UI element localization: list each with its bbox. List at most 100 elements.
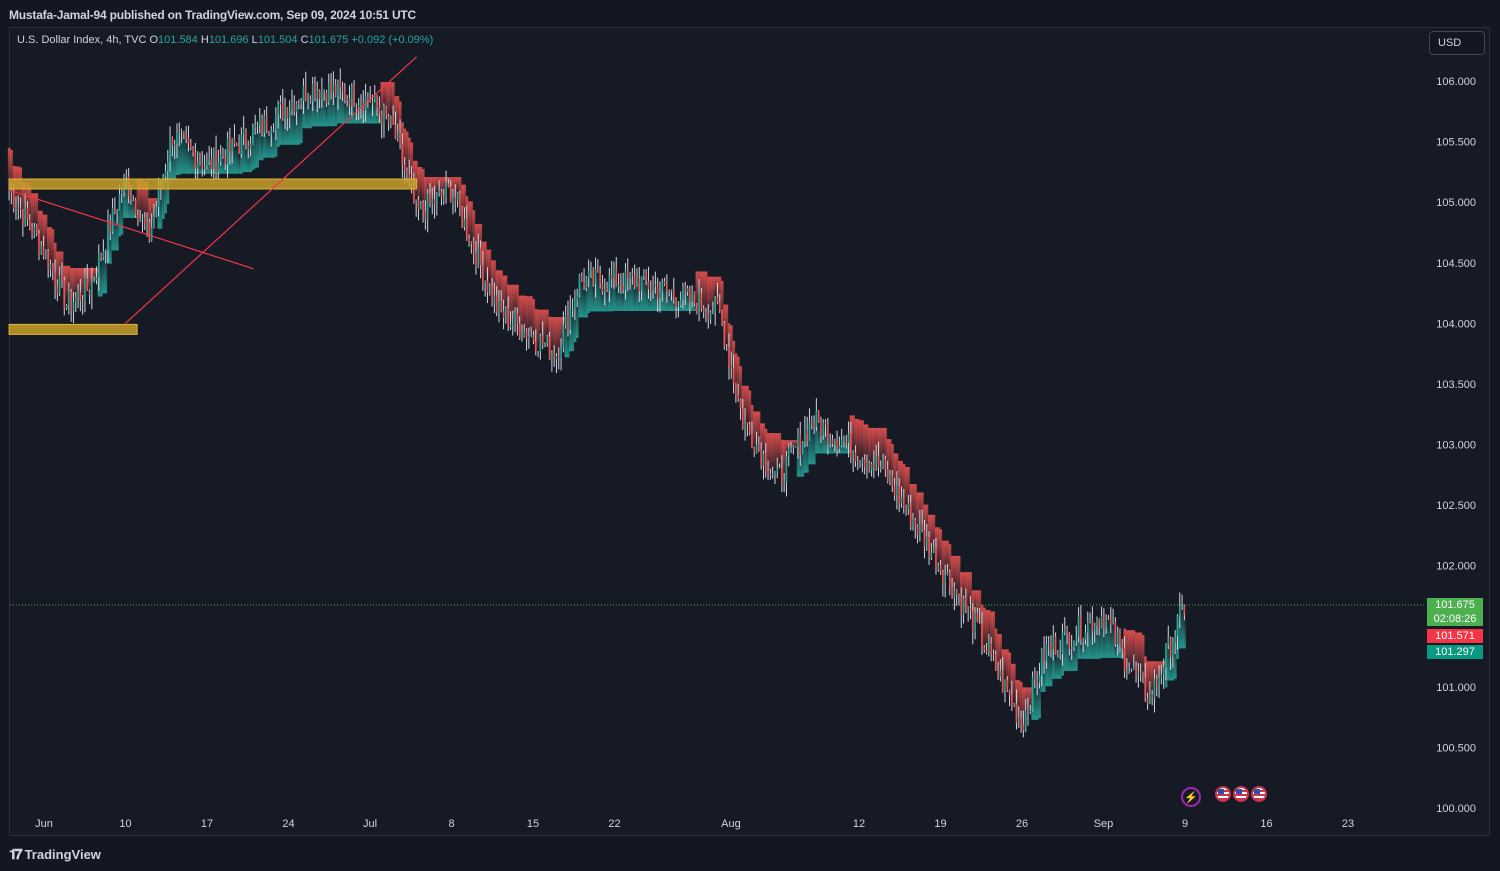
- candle-body: [472, 241, 475, 253]
- trail-band-segment: [159, 186, 163, 229]
- trail-band-segment: [260, 133, 264, 161]
- trail-band-segment: [483, 241, 487, 281]
- x-tick-label: 12: [853, 818, 865, 830]
- candle-body: [406, 171, 408, 174]
- symbol-label[interactable]: U.S. Dollar Index, 4h, TVC: [17, 34, 147, 46]
- trail-band-segment: [30, 193, 34, 236]
- candle-body: [31, 228, 33, 236]
- candle-body: [507, 308, 509, 328]
- candle-body: [247, 144, 250, 150]
- trail-band-segment: [249, 144, 253, 173]
- candle-body: [1167, 638, 1170, 645]
- economic-events[interactable]: [1215, 786, 1267, 802]
- trail-band-segment: [996, 634, 1000, 677]
- trail-band-segment: [1139, 632, 1143, 672]
- candle-body: [774, 471, 776, 475]
- trail-band-segment: [766, 433, 770, 476]
- trail-band-segment: [654, 285, 657, 311]
- tradingview-brand[interactable]: 𝟏𝟕 TradingView: [9, 846, 101, 863]
- trail-band-segment: [1033, 679, 1037, 720]
- trail-band-segment: [493, 260, 496, 296]
- trail-band-segment: [900, 460, 903, 498]
- candle-body: [1098, 618, 1101, 628]
- candle-body: [654, 285, 657, 286]
- trail-band-segment: [725, 304, 729, 347]
- candle-body: [553, 352, 555, 360]
- candle-body: [1045, 643, 1048, 662]
- candle-body: [1080, 616, 1082, 642]
- x-tick-label: 26: [1016, 818, 1028, 830]
- candle-body: [470, 241, 473, 244]
- trail-band-segment: [557, 317, 561, 359]
- trail-band-segment: [1029, 687, 1032, 711]
- candle-body: [392, 115, 394, 125]
- currency-button[interactable]: USD: [1429, 31, 1485, 55]
- candle-body: [981, 623, 983, 648]
- candle-body: [495, 295, 498, 313]
- candle-body: [1162, 667, 1165, 676]
- trail-band-segment: [171, 145, 174, 181]
- candle-body: [675, 297, 677, 307]
- candle-body: [925, 536, 928, 547]
- candle-body: [337, 81, 339, 97]
- trail-band-segment: [109, 232, 112, 264]
- candle-body: [649, 289, 652, 291]
- candle-body: [468, 238, 470, 244]
- us-flag-icon[interactable]: [1251, 786, 1267, 802]
- supply-demand-zone: [8, 178, 418, 190]
- trail-band-segment: [812, 426, 816, 465]
- trail-band-segment: [914, 484, 917, 526]
- candle-body: [785, 456, 788, 483]
- lightning-icon[interactable]: ⚡: [1181, 787, 1201, 807]
- trail-band-segment: [957, 555, 961, 597]
- candle-body: [1119, 633, 1121, 644]
- series-legend[interactable]: U.S. Dollar Index, 4h, TVC O101.584 H101…: [17, 34, 433, 46]
- candle-body: [35, 226, 38, 234]
- trail-band-segment: [520, 295, 524, 338]
- trail-band-segment: [49, 227, 52, 265]
- candle-body: [695, 303, 698, 314]
- trail-band-segment: [619, 285, 623, 311]
- candle-body: [141, 217, 144, 219]
- candle-body: [88, 291, 91, 295]
- top-bar: Mustafa-Jamal-94 published on TradingVie…: [0, 0, 1500, 27]
- y-tick-label: 101.000: [1436, 682, 1476, 694]
- trail-band-segment: [1130, 630, 1133, 670]
- candle-body: [617, 284, 620, 287]
- candle-body: [1137, 673, 1140, 675]
- trail-band-segment: [313, 98, 317, 127]
- candle-body: [77, 292, 79, 298]
- candle-body: [594, 269, 597, 285]
- candle-body: [1077, 616, 1080, 637]
- candle-body: [509, 324, 512, 328]
- candle-body: [771, 473, 774, 475]
- candle-body: [475, 252, 477, 267]
- candle-body: [1063, 628, 1066, 634]
- candle-body: [298, 102, 300, 105]
- trail-band-segment: [824, 423, 828, 454]
- candle-body: [8, 190, 10, 192]
- candle-body: [150, 227, 153, 241]
- candle-body: [265, 115, 268, 132]
- candle-body: [626, 269, 629, 278]
- us-flag-icon[interactable]: [1233, 786, 1249, 802]
- trail-band-segment: [605, 290, 609, 312]
- candle-body: [187, 138, 190, 144]
- candle-body: [208, 157, 210, 161]
- us-flag-icon[interactable]: [1215, 786, 1231, 802]
- trail-band-segment: [792, 440, 795, 447]
- trail-band-segment: [778, 433, 782, 468]
- candle-body: [1043, 649, 1045, 662]
- candle-body: [615, 268, 618, 287]
- x-tick-label: 24: [282, 818, 294, 830]
- candle-body: [275, 114, 277, 130]
- trail-band-segment: [1102, 627, 1106, 658]
- candle-body: [114, 208, 116, 212]
- trend-line: [8, 189, 254, 270]
- candle-body: [840, 440, 843, 446]
- candle-body: [254, 125, 256, 128]
- x-tick-label: 23: [1342, 818, 1354, 830]
- candle-body: [1031, 677, 1034, 711]
- trail-band-segment: [426, 177, 430, 194]
